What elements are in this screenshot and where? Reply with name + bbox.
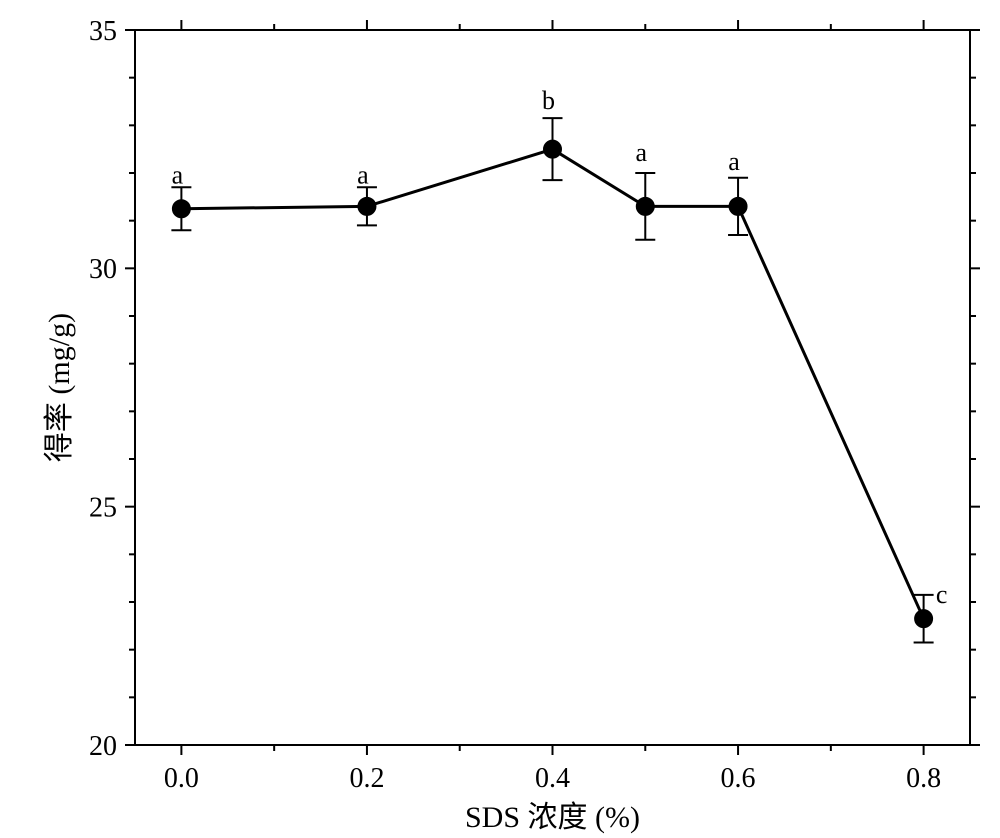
y-tick-label: 25 (89, 492, 117, 523)
data-point (358, 197, 376, 215)
x-tick-label: 0.8 (906, 763, 941, 794)
data-point (544, 140, 562, 158)
y-tick-label: 35 (89, 16, 117, 47)
y-tick-label: 20 (89, 731, 117, 762)
data-point (729, 197, 747, 215)
x-tick-label: 0.4 (535, 763, 570, 794)
x-axis-label: SDS 浓度 (%) (465, 801, 640, 834)
y-tick-label: 30 (89, 254, 117, 285)
point-label: c (936, 580, 948, 609)
point-label: a (357, 160, 369, 189)
x-tick-label: 0.6 (721, 763, 756, 794)
data-point (172, 200, 190, 218)
point-label: b (542, 86, 555, 115)
point-label: a (636, 138, 648, 167)
chart-container: 0.0 0.2 0.4 0.6 0.8 20 25 30 35 SDS 浓度 (%) 得率 (mg/… (0, 0, 1000, 838)
x-tick-label: 0.2 (349, 763, 384, 794)
data-point (636, 197, 654, 215)
y-axis-label: 得率 (mg/g) (43, 313, 76, 462)
data-point (915, 610, 933, 628)
series-line (181, 149, 923, 619)
x-tick-label: 0.0 (164, 763, 199, 794)
point-label: a (172, 160, 184, 189)
line-chart: 0.0 0.2 0.4 0.6 0.8 20 25 30 35 SDS 浓度 (%) 得率 (mg/… (0, 0, 1000, 838)
point-label: a (728, 147, 740, 176)
